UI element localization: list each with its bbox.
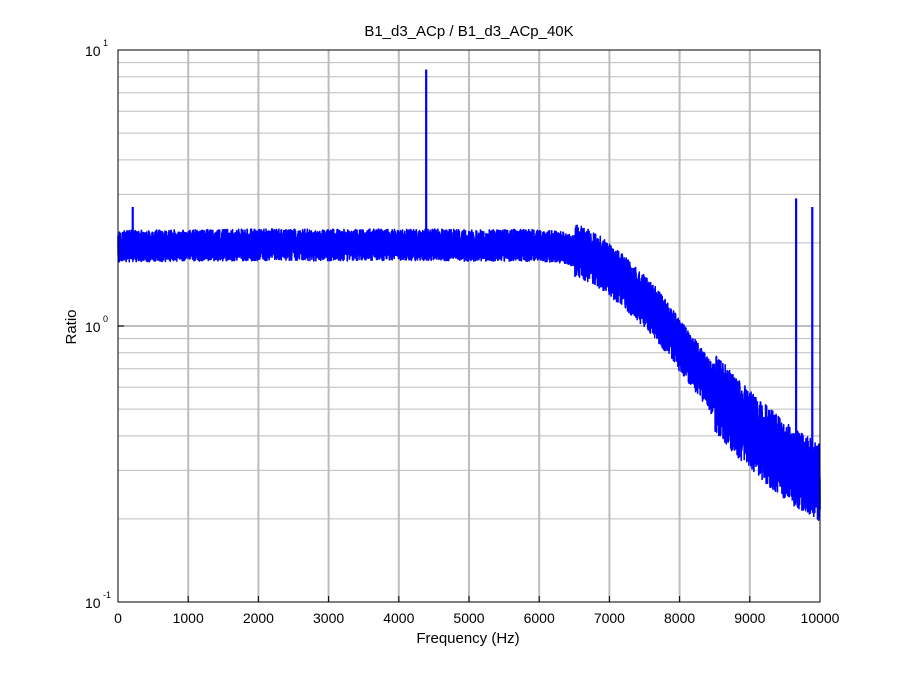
axes-layer: 0 1000 2000 3000 4000 5000 6000 7000 8000 9000 100… bbox=[85, 38, 840, 626]
x-tick-label: 3000 bbox=[313, 610, 344, 626]
y-tick-label: 10 bbox=[85, 595, 101, 611]
x-tick-label: 4000 bbox=[383, 610, 414, 626]
y-tick-exponent: 1 bbox=[103, 38, 108, 48]
x-axis-label: Frequency (Hz) bbox=[416, 630, 519, 647]
y-tick-label: 10 bbox=[85, 43, 101, 59]
x-tick-label: 5000 bbox=[453, 610, 484, 626]
series-line bbox=[117, 224, 821, 521]
y-axis-label: Ratio bbox=[63, 309, 80, 344]
x-tick-label: 8000 bbox=[664, 610, 695, 626]
x-tick-label: 10000 bbox=[801, 610, 840, 626]
x-tick-label: 7000 bbox=[594, 610, 625, 626]
y-tick-label: 10 bbox=[85, 319, 101, 335]
chart-title: B1_d3_ACp / B1_d3_ACp_40K bbox=[364, 23, 573, 40]
series-layer bbox=[117, 69, 821, 521]
labels-layer: B1_d3_ACp / B1_d3_ACp_40K Frequency (Hz)… bbox=[63, 23, 574, 647]
x-tick-label: 9000 bbox=[734, 610, 765, 626]
grid-layer bbox=[118, 50, 820, 602]
x-tick-label: 1000 bbox=[173, 610, 204, 626]
y-tick-exponent: -1 bbox=[103, 590, 111, 600]
x-tick-label: 0 bbox=[114, 610, 122, 626]
x-tick-label: 6000 bbox=[524, 610, 555, 626]
x-tick-label: 2000 bbox=[243, 610, 274, 626]
y-tick-exponent: 0 bbox=[103, 314, 108, 324]
